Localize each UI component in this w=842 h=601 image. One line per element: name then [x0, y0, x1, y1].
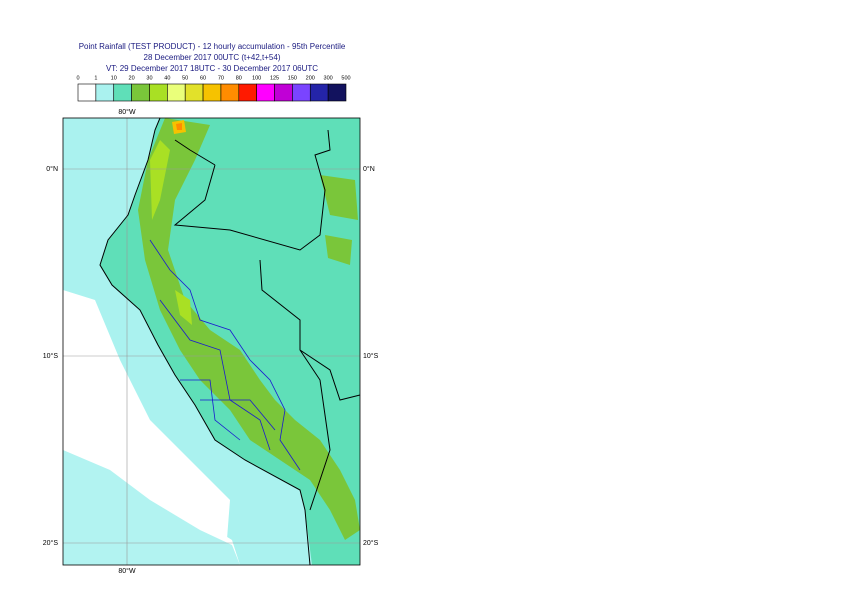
- valid-time: VT: 29 December 2017 18UTC - 30 December…: [106, 64, 318, 73]
- colorbar-label: 70: [218, 75, 224, 81]
- colorbar-label: 125: [270, 75, 279, 81]
- colorbar-label: 10: [111, 75, 117, 81]
- colorbar-label: 300: [324, 75, 333, 81]
- colorbar-label: 1: [94, 75, 97, 81]
- regions: [149, 239, 301, 471]
- colorbar-box: [327, 83, 347, 102]
- colorbar-label: 0: [76, 75, 79, 81]
- subtitle: 28 December 2017 00UTC (t+42,t+54): [144, 53, 281, 62]
- sea-light-rain-south: [63, 450, 240, 565]
- rain-30: [150, 140, 170, 220]
- borders: [173, 129, 361, 511]
- coastline: [99, 117, 311, 566]
- colorbar-box: [202, 83, 222, 102]
- lon-label: 80°W: [118, 567, 136, 575]
- colorbar-label: 60: [200, 75, 206, 81]
- colorbar-box: [77, 83, 97, 102]
- rain-amazon: [320, 175, 358, 265]
- colorbar-box: [274, 83, 293, 102]
- colorbar-box: [95, 83, 115, 102]
- title: Point Rainfall (TEST PRODUCT) - 12 hourl…: [79, 42, 346, 51]
- colorbar: 0 1 10 20 30 40 50 60 70 80 100 125 150 200 300 500: [76, 75, 351, 102]
- colorbar-box: [113, 83, 132, 102]
- graticule: [63, 118, 360, 565]
- map: 80°W 80°W 0°N 10°S 20°S 0°N 10°S 20°S: [43, 108, 379, 575]
- colorbar-label: 50: [182, 75, 188, 81]
- lat-label: 0°N: [363, 165, 375, 173]
- colorbar-label: 100: [252, 75, 261, 81]
- colorbar-box: [238, 83, 257, 102]
- colorbar-label: 80: [236, 75, 242, 81]
- heavy-rain-band: [138, 118, 360, 540]
- rain-70: [176, 123, 182, 130]
- colorbar-label: 20: [129, 75, 135, 81]
- lat-label: 20°S: [363, 539, 379, 547]
- lat-label: 10°S: [363, 352, 379, 360]
- colorbar-box: [309, 83, 329, 102]
- colorbar-label: 40: [164, 75, 170, 81]
- colorbar-box: [149, 83, 168, 102]
- map-frame: [62, 117, 361, 566]
- colorbar-label: 150: [288, 75, 297, 81]
- colorbar-box: [292, 83, 311, 102]
- lat-label: 20°S: [43, 539, 59, 547]
- colorbar-label: 500: [341, 75, 350, 81]
- colorbar-box: [167, 83, 186, 102]
- rain-30b: [175, 290, 192, 325]
- colorbar-box: [256, 83, 275, 102]
- colorbar-box: [131, 83, 150, 102]
- lat-label: 0°N: [46, 165, 58, 173]
- colorbar-box: [220, 83, 240, 102]
- colorbar-box: [184, 83, 204, 102]
- colorbar-label: 30: [146, 75, 152, 81]
- lat-label: 10°S: [43, 352, 59, 360]
- colorbar-label: 200: [306, 75, 315, 81]
- lon-label: 80°W: [118, 108, 136, 116]
